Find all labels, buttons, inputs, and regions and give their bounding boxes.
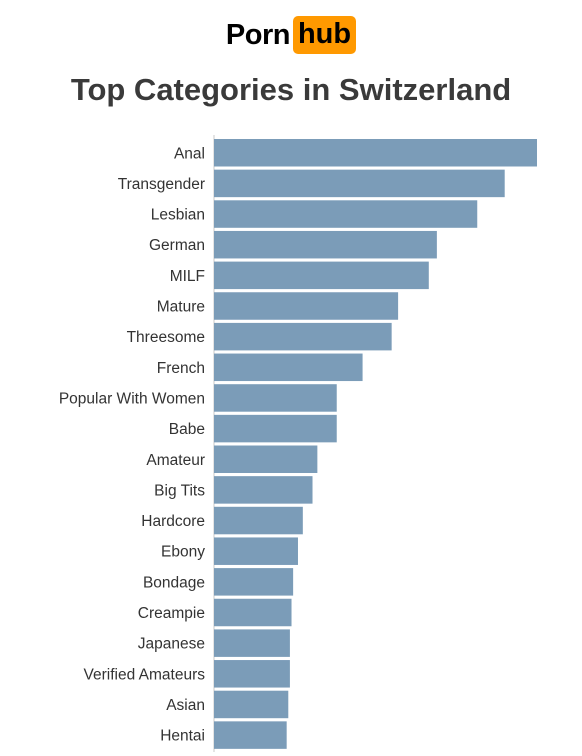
bar-german <box>214 230 437 259</box>
bar-verified-amateurs <box>214 660 290 688</box>
bar-amateur <box>214 445 318 473</box>
bar-creampie <box>214 598 292 627</box>
bar-anal <box>214 139 537 167</box>
category-label: Mature <box>157 299 205 316</box>
bar-japanese <box>214 629 290 657</box>
chart-title: Top Categories in Switzerland <box>70 72 512 107</box>
bar-mature <box>214 292 399 320</box>
category-label: Hentai <box>160 728 205 745</box>
category-label: Verified Amateurs <box>84 666 206 683</box>
bar-hardcore <box>214 506 303 535</box>
bar-transgender <box>214 169 505 198</box>
category-label: Hardcore <box>141 513 205 530</box>
bar-ebony <box>214 537 298 565</box>
category-label: French <box>157 360 205 377</box>
category-label: German <box>149 237 205 254</box>
bar-asian <box>214 690 289 719</box>
bar-french <box>214 353 363 382</box>
bar-milf <box>214 261 429 290</box>
logo-text-hub: hub <box>292 16 357 54</box>
bar-big-tits <box>214 476 313 504</box>
bar-bondage <box>214 568 294 596</box>
bar-hentai <box>214 721 287 749</box>
pornhub-logo: Porn hub <box>0 16 582 54</box>
category-label: Amateur <box>146 452 205 469</box>
category-label: Babe <box>169 421 205 438</box>
logo-text-porn: Porn <box>225 18 291 51</box>
bar-popular-with-women <box>214 384 337 412</box>
bar-threesome <box>214 322 392 351</box>
bar-lesbian <box>214 200 478 228</box>
category-label: Anal <box>174 145 205 162</box>
category-label: Big Tits <box>154 482 205 499</box>
category-label: Transgender <box>118 176 205 193</box>
category-label: Popular With Women <box>59 390 205 407</box>
category-label: Lesbian <box>151 207 205 224</box>
category-label: MILF <box>170 268 205 285</box>
category-label: Ebony <box>161 544 205 561</box>
bar-babe <box>214 414 337 443</box>
category-label: Threesome <box>127 329 205 346</box>
category-label: Bondage <box>143 574 205 591</box>
category-label: Asian <box>166 697 205 714</box>
category-label: Creampie <box>138 605 205 622</box>
category-label: Japanese <box>138 636 205 653</box>
